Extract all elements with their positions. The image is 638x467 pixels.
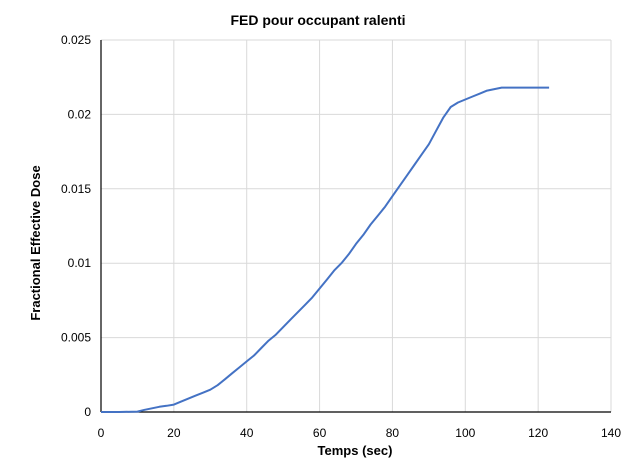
x-tick-label: 0 [98, 426, 105, 440]
y-tick-labels: 0 0.005 0.01 0.015 0.02 0.025 [61, 33, 91, 419]
x-tick-label: 40 [240, 426, 254, 440]
y-tick-label: 0.025 [61, 33, 91, 47]
chart-title: FED pour occupant ralenti [230, 12, 405, 28]
y-axis-title: Fractional Effective Dose [28, 165, 43, 320]
y-tick-label: 0.015 [61, 182, 91, 196]
y-tick-label: 0.005 [61, 331, 91, 345]
y-tick-label: 0 [84, 405, 91, 419]
x-tick-label: 20 [167, 426, 181, 440]
x-tick-label: 140 [601, 426, 621, 440]
series-group [101, 86, 550, 413]
grid-lines [101, 39, 612, 412]
y-tick-label: 0.01 [68, 256, 92, 270]
x-tick-label: 100 [455, 426, 475, 440]
axes [100, 40, 611, 413]
x-tick-label: 120 [528, 426, 548, 440]
x-tick-label: 80 [386, 426, 400, 440]
series-line-0 [101, 86, 550, 413]
x-axis-title: Temps (sec) [318, 443, 393, 458]
x-tick-label: 60 [313, 426, 327, 440]
y-tick-label: 0.02 [68, 107, 92, 121]
x-tick-labels: 0 20 40 60 80 100 120 140 [98, 426, 622, 440]
